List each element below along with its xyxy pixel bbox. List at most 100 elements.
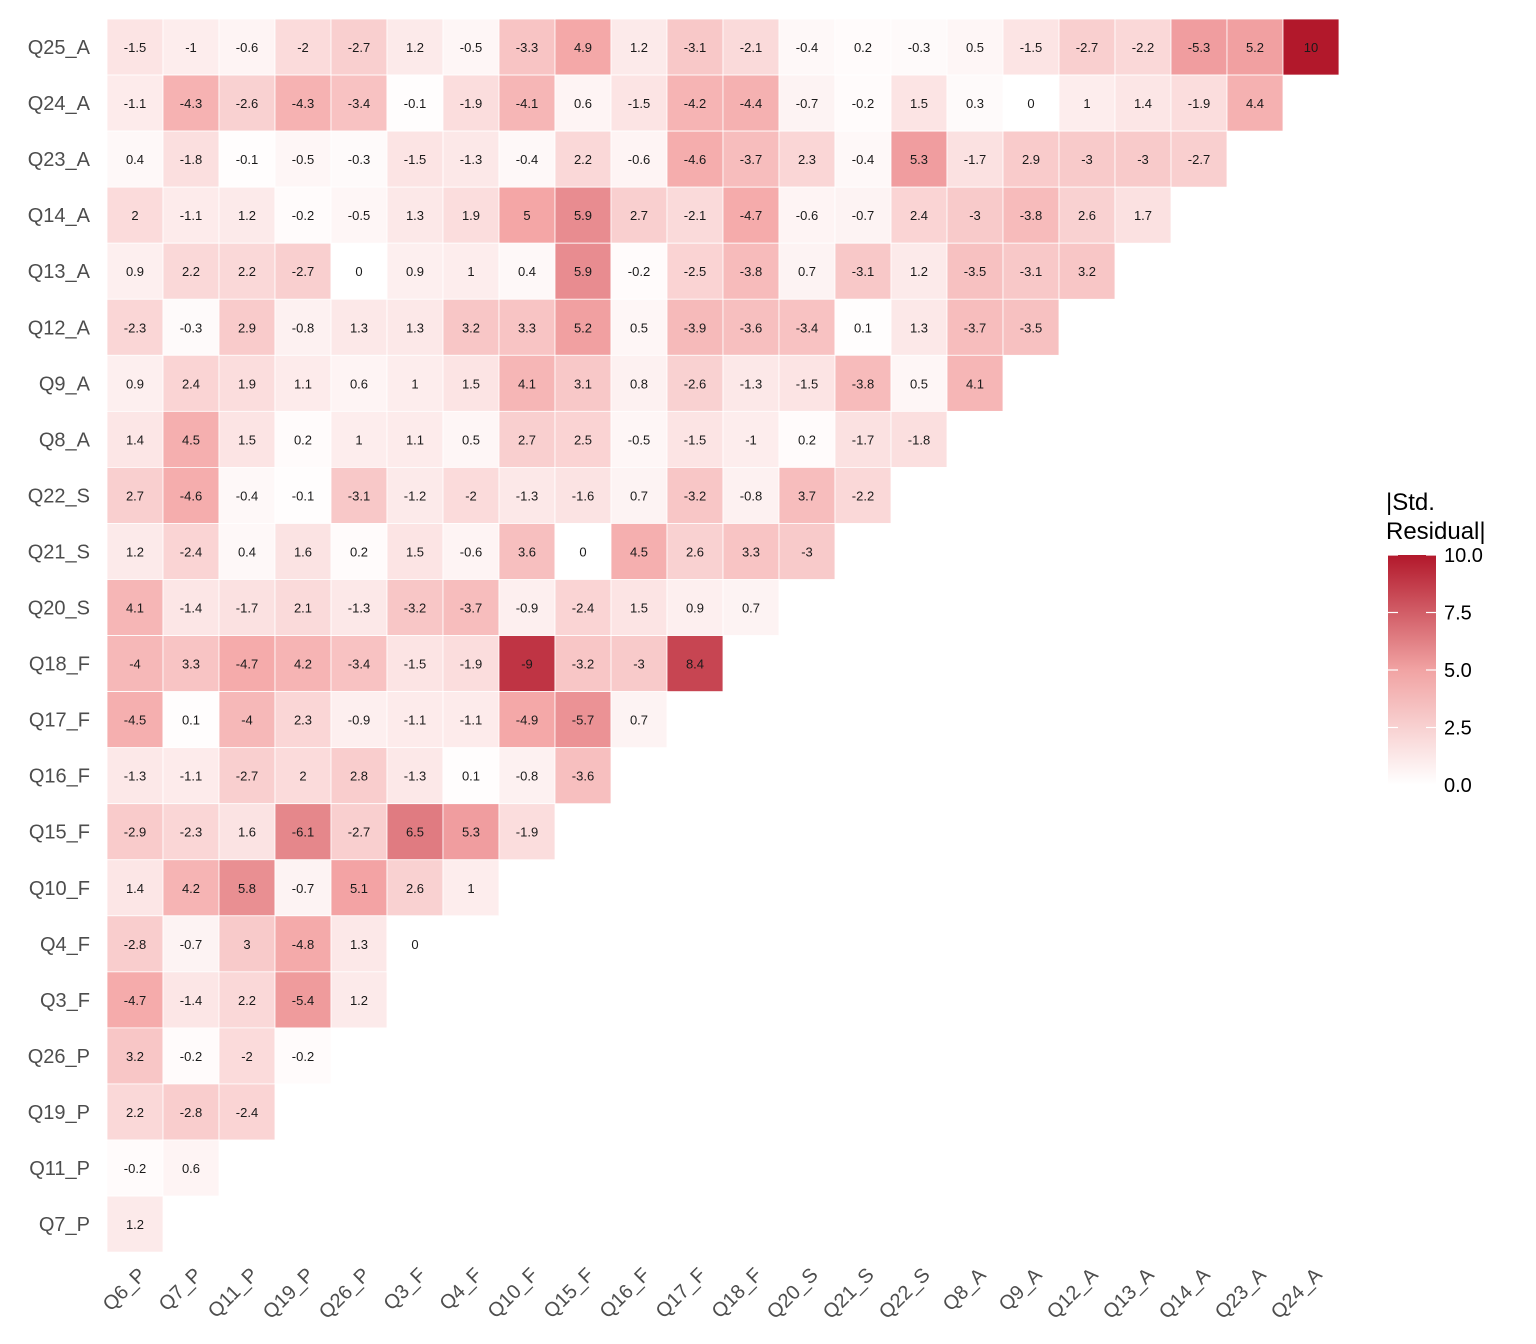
cell-value-label: -4.5 [124,713,146,728]
heatmap-cell [890,298,948,356]
cell-value-label: 2 [131,208,138,223]
y-tick-label: Q9_A [39,373,91,395]
cell-value-label: -0.2 [124,1161,146,1176]
heatmap-cell [162,1083,220,1141]
cell-value-label: -3.8 [740,264,762,279]
heatmap-cell [722,579,780,636]
heatmap-cell [778,298,836,356]
cell-value-label: 0.4 [518,264,536,279]
heatmap-cell [218,186,276,244]
cell-value-label: 1.2 [630,40,648,55]
cell-value-label: 0.2 [798,432,816,447]
cell-value-label: -0.5 [628,432,650,447]
heatmap-cell [218,1027,276,1085]
heatmap-cell [1058,74,1116,132]
cell-value-label: 0.7 [798,264,816,279]
heatmap-cell [274,1027,332,1085]
cell-value-label: 4.2 [294,657,312,672]
cell-value-label: -0.1 [404,96,426,111]
heatmap-cell [554,635,612,692]
cell-value-label: 1.1 [406,432,424,447]
heatmap-cell [162,18,220,76]
cell-value-label: -1.4 [180,601,202,616]
heatmap-cell [386,803,444,861]
y-tick-label: Q26_P [28,1046,90,1068]
cell-value-label: -3 [1081,152,1093,167]
heatmap-cell [498,803,556,861]
y-tick-label: Q10_F [29,878,90,900]
heatmap-cell [106,186,164,244]
cell-value-label: -2.3 [180,825,202,840]
cell-value-label: 4.2 [182,881,200,896]
heatmap-cell [666,635,724,692]
cell-value-label: -3.1 [684,40,706,55]
cell-value-label: -1.9 [1188,96,1210,111]
cell-value-label: 2.9 [1022,152,1040,167]
cell-value-label: 1.5 [462,376,480,391]
cell-value-label: 5.8 [238,881,256,896]
legend-tick-label: 7.5 [1444,603,1472,625]
cell-value-label: 2.7 [630,208,648,223]
cell-value-label: -3.2 [572,657,594,672]
cell-value-label: -0.1 [292,488,314,503]
cell-value-label: 2.6 [406,881,424,896]
cell-value-label: 1 [411,376,418,391]
y-tick-label: Q15_F [29,822,90,844]
heatmap-cell [218,18,276,76]
cell-value-label: -1.6 [572,488,594,503]
cell-value-label: 0.9 [126,376,144,391]
cell-value-label: 0.9 [126,264,144,279]
heatmap-cell [1226,18,1284,76]
heatmap-cell [162,354,220,412]
legend-ticks: 10.0 7.5 5.0 2.5 0.0 [1388,545,1483,797]
heatmap-cell [722,130,780,188]
cell-value-label: 1.2 [350,993,368,1008]
cell-value-label: -1.1 [180,208,202,223]
y-tick-label: Q21_S [28,541,90,563]
y-tick-label: Q16_F [29,766,90,788]
y-tick-label: Q11_P [29,1158,90,1180]
heatmap-cell [722,186,780,244]
heatmap-cell [106,579,164,636]
x-tick-label: Q9_A [995,1264,1047,1316]
heatmap-cell [162,466,220,524]
cell-value-label: 1 [355,432,362,447]
heatmap-cell [946,18,1004,76]
heatmap-cell [666,186,724,244]
cell-value-label: -2.7 [1188,152,1210,167]
heatmap-cell [162,635,220,692]
cell-value-label: 2.9 [238,320,256,335]
heatmap-cell [722,242,780,300]
cell-value-label: -2.2 [852,488,874,503]
cell-value-label: -2.1 [740,40,762,55]
heatmap-cell [162,242,220,300]
heatmap-cell [162,579,220,636]
y-tick-label: Q19_P [28,1102,90,1124]
cell-value-label: 0.2 [854,40,872,55]
cell-value-label: 6.5 [406,825,424,840]
x-tick-label: Q23_A [1211,1264,1271,1324]
heatmap-cell [218,242,276,300]
heatmap-cell [610,242,668,300]
legend-tick-label: 0.0 [1444,775,1472,797]
heatmap-cell [1170,130,1228,188]
cell-value-label: -3.1 [1020,264,1042,279]
heatmap-cell [330,298,388,356]
y-tick-label: Q24_A [28,93,91,115]
x-tick-label: Q15_F [540,1264,599,1323]
cell-value-label: -2.3 [124,320,146,335]
cell-value-label: -5.3 [1188,40,1210,55]
cell-value-label: 3.2 [126,1049,144,1064]
heatmap-cell [554,410,612,468]
cell-value-label: -4.4 [740,96,762,111]
cell-value-label: -1.9 [460,657,482,672]
cell-value-label: -2.2 [1132,40,1154,55]
cell-value-label: 1.9 [238,376,256,391]
cell-value-label: -4.6 [684,152,706,167]
cell-value-label: 1.2 [238,208,256,223]
heatmap-cell [106,971,164,1029]
cell-value-label: -0.6 [628,152,650,167]
cell-value-label: -5.7 [572,713,594,728]
heatmap-cell [610,635,668,692]
cell-value-label: 1 [1083,96,1090,111]
